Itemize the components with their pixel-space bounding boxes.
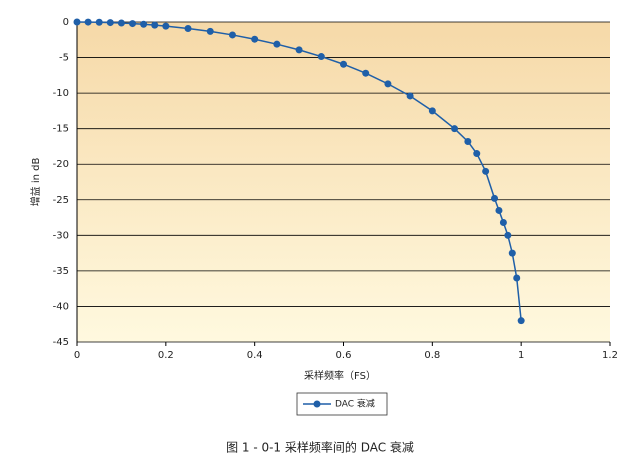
x-tick-label: 0.2 — [158, 350, 174, 361]
data-point — [317, 53, 325, 61]
data-point — [406, 92, 414, 100]
data-point — [508, 249, 516, 257]
y-tick-label: -15 — [53, 124, 69, 135]
y-axis-label: 增益 in dB — [29, 158, 42, 207]
data-point — [228, 31, 236, 39]
data-point — [95, 18, 103, 26]
legend-marker — [313, 400, 321, 408]
x-tick-label: 0.4 — [247, 350, 263, 361]
x-axis-label: 采样频率（FS） — [304, 369, 376, 382]
y-tick-label: 0 — [63, 17, 69, 28]
caption: 图 1 - 0-1 采样频率间的 DAC 衰减 — [226, 440, 414, 455]
data-point — [84, 18, 92, 26]
data-point — [513, 274, 521, 282]
data-point — [504, 231, 512, 239]
data-point — [151, 21, 159, 29]
data-point — [162, 22, 170, 30]
y-tick-label: -5 — [59, 53, 69, 64]
y-tick-label: -25 — [53, 195, 69, 206]
data-point — [117, 19, 125, 27]
y-tick-label: -20 — [53, 159, 69, 170]
data-point — [140, 20, 148, 28]
data-point — [464, 137, 472, 145]
data-point — [499, 219, 507, 227]
data-point — [491, 194, 499, 202]
legend-label: DAC 衰减 — [335, 398, 375, 410]
data-point — [295, 46, 303, 54]
data-point — [428, 107, 436, 115]
data-point — [129, 20, 137, 28]
data-point — [482, 167, 490, 175]
y-tick-label: -35 — [53, 266, 69, 277]
data-point — [73, 18, 81, 26]
y-tick-label: -10 — [53, 88, 69, 99]
y-tick-label: -40 — [53, 301, 69, 312]
data-point — [273, 40, 281, 48]
data-point — [473, 150, 481, 158]
x-tick-label: 0.8 — [424, 350, 440, 361]
data-point — [251, 35, 259, 43]
data-point — [495, 206, 503, 214]
data-point — [340, 60, 347, 68]
data-point — [384, 80, 392, 88]
data-point — [517, 317, 525, 325]
data-point — [184, 24, 192, 32]
x-tick-label: 1 — [518, 350, 524, 361]
data-point — [362, 69, 370, 77]
legend-box — [296, 392, 388, 416]
y-tick-label: -30 — [53, 230, 69, 241]
data-point — [451, 125, 459, 133]
x-tick-label: 0.6 — [336, 350, 352, 361]
plot-area — [77, 22, 610, 342]
y-tick-label: -45 — [53, 337, 69, 348]
data-point — [206, 27, 214, 35]
x-tick-label: 1.2 — [602, 350, 618, 361]
x-tick-label: 0 — [74, 350, 80, 361]
data-point — [106, 19, 114, 27]
